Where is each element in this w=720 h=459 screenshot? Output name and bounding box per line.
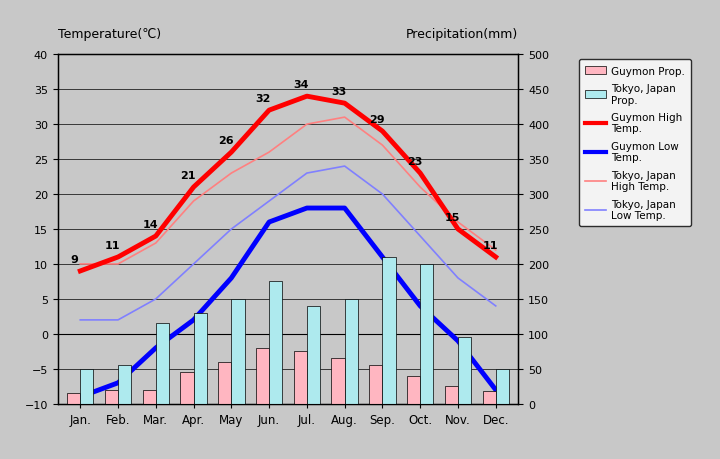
Bar (458, 338, 471, 404)
Bar (143, 390, 156, 404)
Text: 32: 32 (256, 94, 271, 104)
Bar (331, 358, 345, 404)
Bar (256, 348, 269, 404)
Bar (156, 324, 169, 404)
Bar (307, 306, 320, 404)
Bar (407, 376, 420, 404)
Bar (294, 352, 307, 404)
Text: 23: 23 (407, 157, 422, 167)
Bar (218, 362, 231, 404)
Bar (67, 393, 80, 404)
Bar (482, 392, 496, 404)
Bar (420, 264, 433, 404)
Text: 29: 29 (369, 115, 384, 125)
Bar (496, 369, 509, 404)
Bar (194, 313, 207, 404)
Bar (369, 365, 382, 404)
Bar (105, 390, 118, 404)
Text: 9: 9 (71, 254, 78, 264)
Text: 15: 15 (445, 213, 460, 223)
Text: 14: 14 (143, 219, 158, 230)
Bar (231, 299, 245, 404)
Bar (382, 257, 396, 404)
Text: 11: 11 (104, 241, 120, 251)
Bar (269, 282, 282, 404)
Bar (118, 365, 131, 404)
Text: Temperature(℃): Temperature(℃) (58, 28, 161, 41)
Text: 33: 33 (331, 87, 346, 97)
Bar (445, 386, 458, 404)
Text: 11: 11 (482, 241, 498, 251)
Legend: Guymon Prop., Tokyo, Japan
Prop., Guymon High
Temp., Guymon Low
Temp., Tokyo, Ja: Guymon Prop., Tokyo, Japan Prop., Guymon… (579, 60, 691, 227)
Text: 34: 34 (294, 80, 309, 90)
Text: 21: 21 (180, 171, 196, 181)
Text: 26: 26 (218, 136, 233, 146)
Bar (80, 369, 94, 404)
Bar (180, 373, 194, 404)
Text: Precipitation(mm): Precipitation(mm) (406, 28, 518, 41)
Bar (345, 299, 358, 404)
